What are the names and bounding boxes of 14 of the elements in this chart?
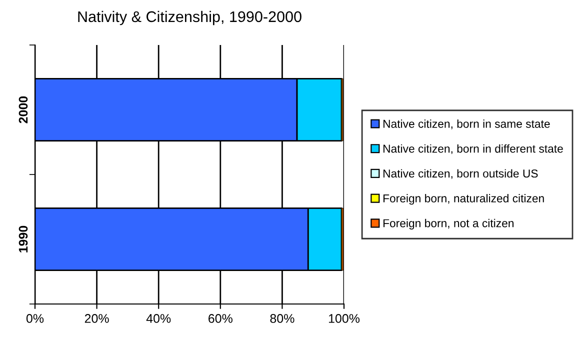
x-tick-label: 80%: [270, 314, 294, 323]
x-tick-label: 40%: [146, 314, 171, 323]
legend-label: Native citizen, born in different state: [383, 144, 563, 154]
x-tick-label: 20%: [84, 314, 109, 323]
y-tick-label: 2000: [18, 96, 28, 124]
legend-label: Native citizen, born in same state: [383, 119, 550, 130]
x-tick-label: 100%: [328, 314, 360, 323]
x-tick-label: 60%: [208, 314, 232, 323]
y-tick-label: 1990: [18, 226, 28, 252]
legend-label: Foreign born, naturalized citizen: [383, 194, 544, 205]
chart-title: Nativity & Citizenship, 1990-2000: [78, 10, 302, 26]
x-tick-label: 0%: [26, 314, 44, 323]
legend-label: Native citizen, born outside US: [383, 169, 538, 179]
legend-label: Foreign born, not a citizen: [383, 218, 514, 230]
